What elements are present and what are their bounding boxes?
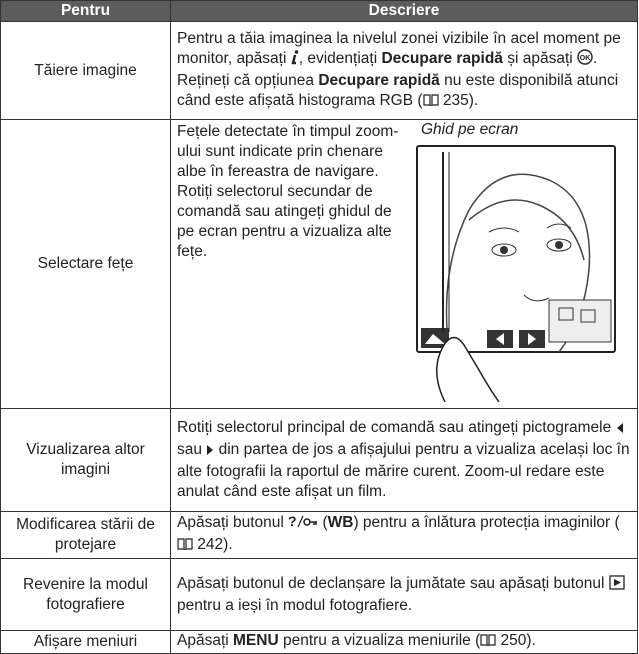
text-run: pentru a ieși în modul fotografiere. [177,596,413,614]
bold-text: Decupare rapidă [318,71,440,89]
text-run: ( [318,514,328,531]
svg-text:OK: OK [580,55,591,62]
text-run: 242). [193,536,233,553]
text-run: , evidențiați [298,49,382,67]
table-body: Tăiere imagine Pentru a tăia imaginea la … [0,21,638,654]
text-run: din partea de jos a afișajului pentru a … [177,441,630,500]
row-description: Pentru a tăia imaginea la nivelul zonei … [170,21,638,120]
description-text: Pentru a tăia imaginea la nivelul zonei … [177,29,631,113]
figure-caption: Ghid pe ecran [421,121,519,138]
row-label: Afișare meniuri [0,630,171,654]
header-cell: Pentru [0,0,171,22]
header-cell: Descriere [170,0,638,22]
screen-illustration [416,145,616,403]
figure: Ghid pe ecran [409,120,619,408]
description-text: Apăsați MENU pentru a vizualiza meniuril… [177,631,631,653]
text-run: Rotiți selectorul principal de comandă s… [177,419,616,436]
icon-i [291,49,299,71]
description-text: Apăsați butonul de declanșare la jumătat… [177,574,631,616]
text-run: 250). [496,632,536,649]
description-text: Fețele detectate în timpul zoom-ului sun… [177,120,409,262]
description-text: Rotiți selectorul principal de comandă s… [177,418,631,502]
text-run: . Rețineți că opțiunea [177,49,598,89]
table-row: Vizualizarea altor imagini Rotiți selecto… [0,408,638,512]
table-row: Tăiere imagine Pentru a tăia imaginea la … [0,21,638,120]
text-run: 235). [438,91,479,109]
text-run: Pentru a tăia imaginea la nivelul zonei … [177,29,621,67]
row-description: Apăsați butonul de declanșare la jumătat… [170,558,638,631]
text-run: pentru a vizualiza meniurile ( [278,632,481,649]
icon-book [480,633,496,653]
icon-right [206,442,214,462]
table-row: Revenire la modul fotografiere Apăsați bu… [0,558,638,631]
text-run: și apăsați [502,49,578,67]
row-label: Tăiere imagine [0,21,171,120]
row-description: Rotiți selectorul principal de comandă s… [170,408,638,512]
icon-book [177,537,193,557]
text-run: ) pentru a înlătura protecția imaginilor… [353,514,620,531]
icon-ok: OK [577,48,593,71]
row-label: Vizualizarea altor imagini [0,408,171,512]
description-with-figure: Fețele detectate în timpul zoom-ului sun… [177,120,631,408]
row-label: Revenire la modul fotografiere [0,558,171,631]
text-run: Apăsați [177,632,234,649]
bold-text: MENU [233,632,279,649]
text-run: Apăsați butonul de declanșare la jumătat… [177,574,609,592]
table-row: Selectare fețe Fețele detectate în timpul… [0,119,638,409]
row-description: Apăsați butonul ? (WB) pentru a înlătura… [170,511,638,559]
row-label: Modificarea stării de protejare [0,511,171,559]
icon-book [422,93,439,113]
row-description: Fețele detectate în timpul zoom-ului sun… [170,119,638,409]
icon-left [616,420,624,440]
text-run: sau [177,441,207,458]
text-run: Apăsați butonul [177,514,289,531]
header-row: Pentru Descriere [0,0,638,22]
bold-text: WB [327,514,354,531]
description-text: Apăsați butonul ? (WB) pentru a înlătura… [177,513,631,557]
row-description: Apăsați MENU pentru a vizualiza meniuril… [170,630,638,654]
icon-protect: ? [288,513,318,535]
row-label: Selectare fețe [0,119,171,409]
svg-text:?: ? [288,513,297,529]
table-row: Afișare meniuri Apăsați MENU pentru a viz… [0,630,638,654]
table-row: Modificarea stării de protejare Apăsați b… [0,511,638,559]
icon-play [609,574,625,596]
text-run: nu este disponibilă atunci când este afi… [177,71,619,109]
text-run: Fețele detectate în timpul zoom-ului sun… [177,123,399,260]
bold-text: Decupare rapidă [381,49,503,67]
